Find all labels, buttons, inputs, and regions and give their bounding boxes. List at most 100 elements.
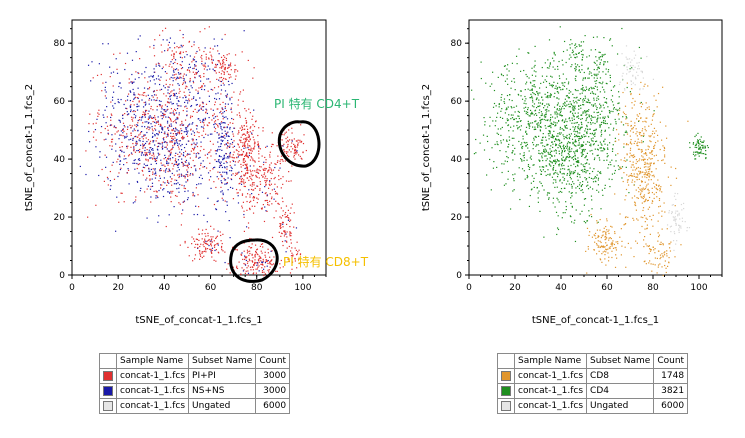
left-plot-event-point <box>173 68 175 70</box>
left-plot-event-point <box>296 152 298 154</box>
left-plot-event-point <box>137 149 140 152</box>
right-plot-event-point <box>552 84 554 87</box>
left-plot-event-point <box>170 61 172 63</box>
left-plot-event-point <box>252 261 254 263</box>
right-plot-event-point <box>651 200 654 202</box>
right-plot-event-point <box>578 161 580 164</box>
right-plot-event-point <box>625 160 627 162</box>
left-plot-event-point <box>210 225 212 227</box>
right-plot-event-point <box>525 81 528 83</box>
left-plot-event-point <box>293 146 296 148</box>
right-plot-event-point <box>575 158 577 161</box>
right-plot-event-point <box>546 110 548 112</box>
left-plot-event-point <box>220 234 222 237</box>
left-plot-event-point <box>159 34 161 36</box>
left-plot-event-point <box>167 89 169 91</box>
left-plot-event-point <box>277 202 279 205</box>
right-plot-event-point <box>538 152 540 154</box>
right-plot-event-point <box>566 155 568 158</box>
left-plot-event-point <box>124 68 126 71</box>
left-plot-event-point <box>182 44 184 47</box>
left-plot-event-point <box>296 241 298 243</box>
left-plot-event-point <box>252 129 254 132</box>
left-plot-event-point <box>246 267 248 269</box>
left-plot-event-point <box>150 99 153 101</box>
right-plot-event-point <box>539 210 541 213</box>
right-plot-event-point <box>587 121 589 124</box>
left-plot-event-point <box>175 79 177 81</box>
left-plot-event-point <box>230 178 232 180</box>
right-plot-event-point <box>646 55 648 58</box>
left-plot-event-point <box>261 263 263 265</box>
right-plot-event-point <box>562 64 564 66</box>
left-plot-event-point <box>169 141 171 143</box>
right-plot-event-point <box>533 177 535 180</box>
right-plot-event-point <box>594 116 596 118</box>
left-plot-event-point <box>224 64 226 66</box>
right-plot-event-point <box>607 252 609 254</box>
right-plot-event-point <box>535 128 537 131</box>
right-plot-event-point <box>618 96 620 98</box>
right-plot-event-point <box>602 116 604 118</box>
left-plot-event-point <box>211 56 213 58</box>
left-plot-event-point <box>244 141 246 144</box>
left-plot-event-point <box>229 64 231 66</box>
left-plot-event-point <box>236 172 239 174</box>
left-plot-event-point <box>268 170 270 172</box>
right-plot-event-point <box>612 144 614 146</box>
right-plot-event-point <box>615 129 618 131</box>
left-plot-event-point <box>187 69 189 71</box>
left-plot-event-point <box>243 157 245 160</box>
left-plot-event-point <box>136 143 138 145</box>
right-plot-event-point <box>609 38 612 40</box>
left-plot-event-point <box>210 54 212 56</box>
right-plot-event-point <box>532 91 534 94</box>
left-plot-event-point <box>271 172 273 175</box>
left-plot-event-point <box>168 101 170 103</box>
right-plot-event-point <box>566 49 568 51</box>
left-plot-event-point <box>156 99 158 101</box>
left-plot-event-point <box>176 46 178 48</box>
left-plot-event-point <box>246 163 248 165</box>
right-plot-event-point <box>578 99 580 101</box>
right-plot-event-point <box>639 88 641 90</box>
left-plot-event-point <box>249 184 251 186</box>
right-plot-event-point <box>576 45 578 48</box>
right-plot-event-point <box>547 192 549 194</box>
right-plot-event-point <box>546 108 548 111</box>
left-plot-event-point <box>245 137 248 139</box>
left-plot-event-point <box>213 38 215 40</box>
left-plot-event-point <box>242 181 245 183</box>
left-plot-event-point <box>242 270 245 272</box>
right-plot-event-point <box>576 130 578 132</box>
right-plot-event-point <box>558 108 561 110</box>
left-plot-event-point <box>166 162 168 164</box>
right-plot-event-point <box>591 170 594 173</box>
left-plot-event-point <box>104 154 106 156</box>
right-plot-event-point <box>529 115 531 117</box>
right-plot-event-point <box>533 128 535 131</box>
right-plot-event-point <box>580 146 582 148</box>
right-plot-event-point <box>607 248 609 250</box>
left-plot-event-point <box>105 166 107 168</box>
left-plot-event-point <box>144 154 146 156</box>
left-plot-event-point <box>205 111 207 113</box>
right-plot-event-point <box>573 109 575 112</box>
right-plot-event-point <box>613 172 616 174</box>
left-plot-event-point <box>254 259 256 261</box>
right-plot-event-point <box>599 113 601 115</box>
left-plot-event-point <box>132 162 134 164</box>
left-plot-event-point <box>123 125 125 127</box>
right-plot-event-point <box>642 189 644 191</box>
right-plot-event-point <box>517 115 519 117</box>
right-plot-event-point <box>593 87 595 90</box>
left-plot-event-point <box>174 155 176 157</box>
left-plot-event-point <box>152 130 154 132</box>
right-plot-event-point <box>561 191 563 193</box>
right-plot-event-point <box>562 176 564 178</box>
right-plot-event-point <box>579 129 581 131</box>
left-plot-event-point <box>250 247 253 249</box>
right-plot-event-point <box>655 187 657 189</box>
left-plot-event-point <box>234 78 237 80</box>
left-plot-event-point <box>152 168 154 170</box>
